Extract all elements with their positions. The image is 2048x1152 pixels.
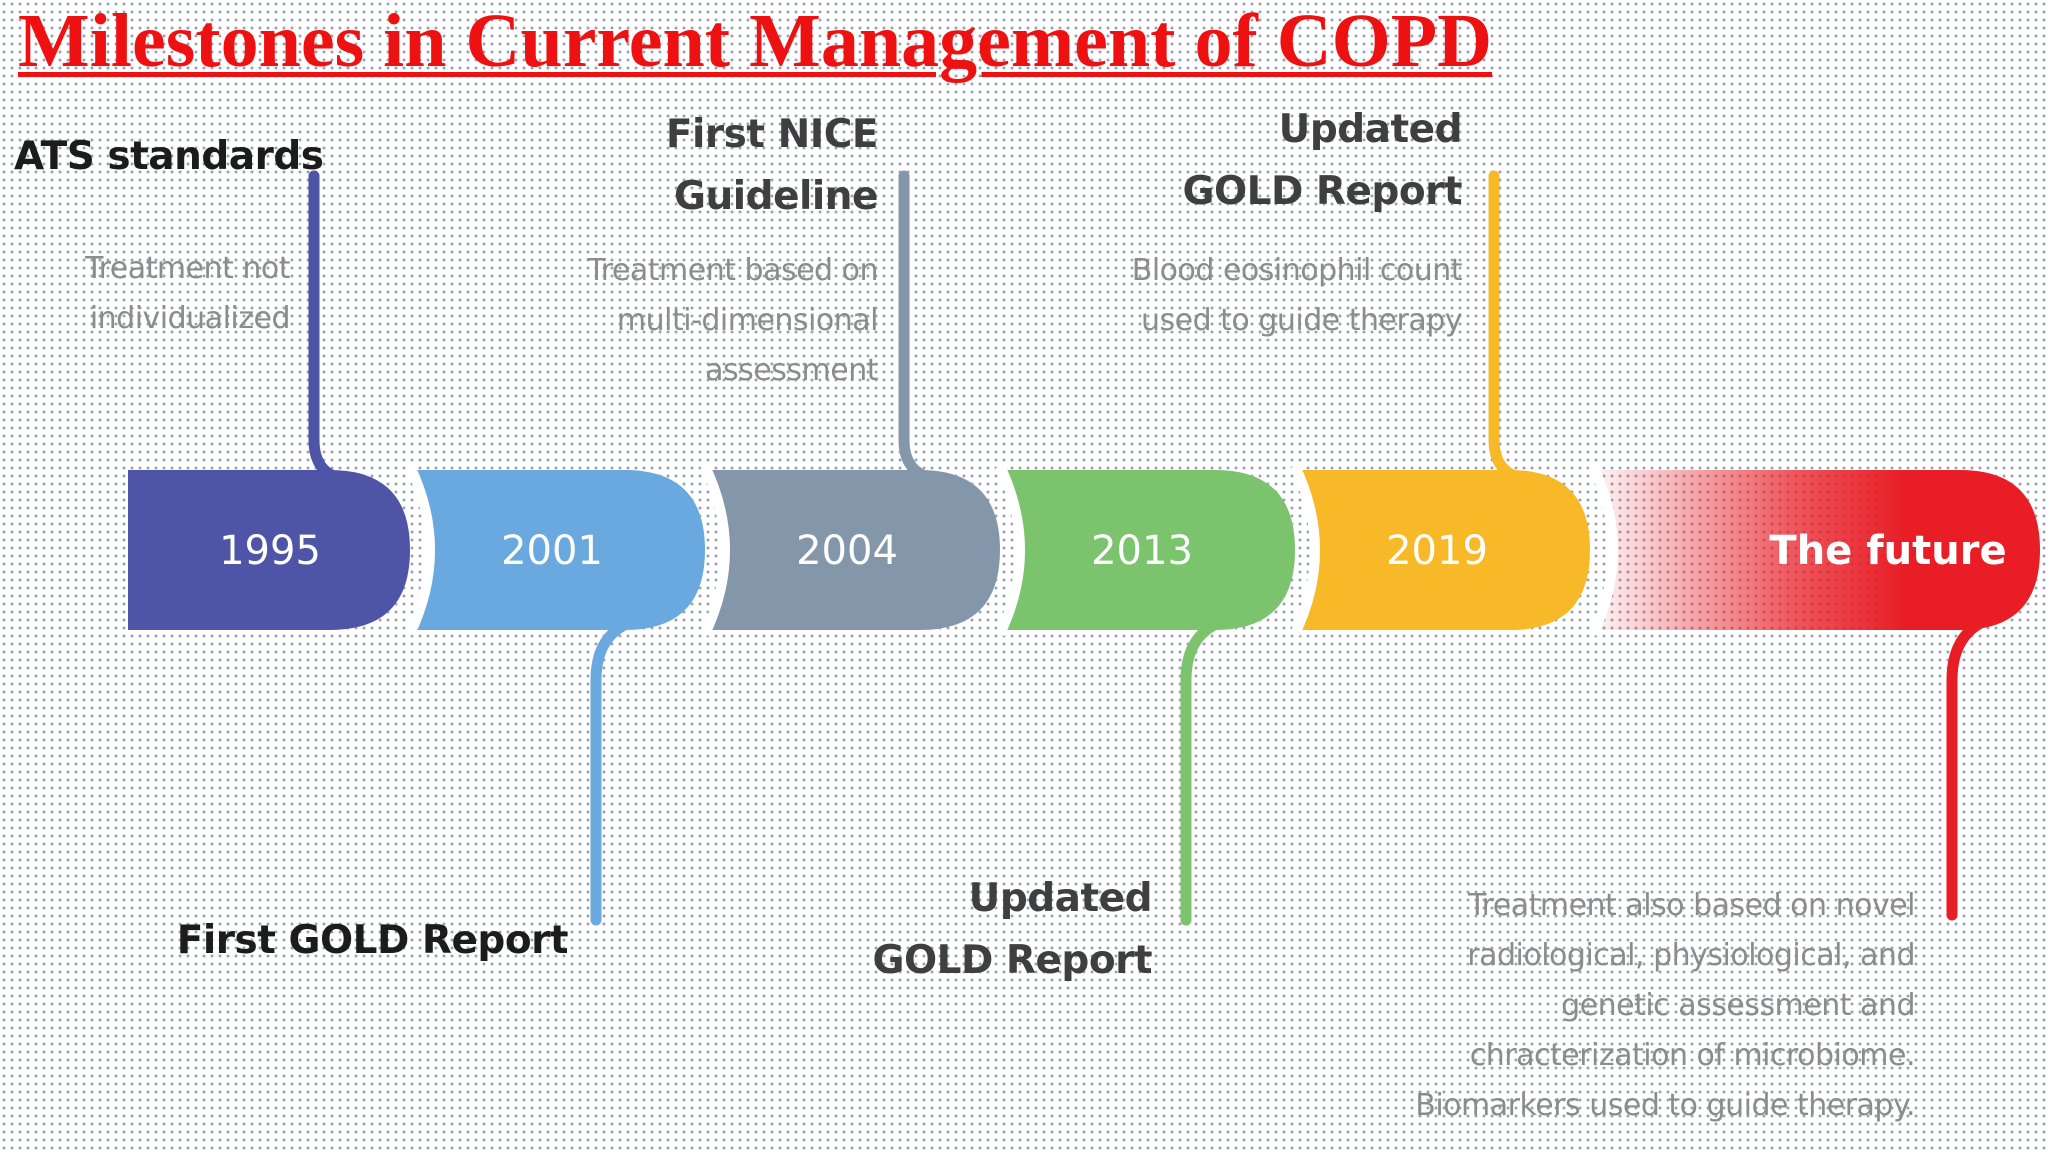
milestone-description-1995: Treatment not individualized xyxy=(85,244,290,344)
milestone-label-2004: First NICE Guideline xyxy=(665,104,879,229)
description-line: genetic assessment and xyxy=(1561,988,1915,1024)
description-line: Treatment based on xyxy=(587,253,878,288)
description-line: chracterization of microbiome. xyxy=(1469,1038,1916,1074)
segment-2001 xyxy=(410,470,705,630)
segment-2013 xyxy=(1000,470,1295,630)
description-line: individualized xyxy=(89,301,291,337)
milestone-label-2001: First GOLD Report xyxy=(176,910,569,972)
milestone-description-future: Treatment also based on novel radiologic… xyxy=(1415,881,1915,1131)
milestone-description-2019: Blood eosinophil count used to guide the… xyxy=(1131,246,1463,346)
milestone-label-line: Guideline xyxy=(674,174,878,220)
milestone-label-line: ATS standards xyxy=(14,134,324,179)
year-1995: 1995 xyxy=(219,528,321,574)
milestone-label-line: Updated xyxy=(968,876,1153,921)
connector-future xyxy=(1946,610,2004,921)
description-line: Treatment not xyxy=(85,251,290,286)
year-2001: 2001 xyxy=(501,528,603,574)
year-future: The future xyxy=(1769,528,2006,574)
milestone-label-2019: Updated GOLD Report xyxy=(1182,99,1462,224)
milestone-label-2013: Updated GOLD Report xyxy=(872,868,1152,993)
connector-2001 xyxy=(590,612,650,926)
milestone-label-line: GOLD Report xyxy=(1182,169,1462,215)
milestone-label-1995: ATS standards xyxy=(14,126,324,188)
description-line: assessment xyxy=(705,353,878,389)
year-2004: 2004 xyxy=(796,528,898,574)
milestone-label-line: GOLD Report xyxy=(872,938,1152,984)
milestone-label-line: First NICE xyxy=(665,112,879,157)
connector-2019 xyxy=(1488,170,1540,486)
segment-future xyxy=(1595,470,2040,630)
year-2013: 2013 xyxy=(1091,528,1193,574)
year-2019: 2019 xyxy=(1386,528,1488,574)
description-line: Blood eosinophil count xyxy=(1131,253,1463,288)
description-line: radiological, physiological, and xyxy=(1467,938,1915,974)
description-line: Biomarkers used to guide therapy. xyxy=(1415,1088,1915,1124)
connector-2013 xyxy=(1180,612,1240,926)
connector-2004 xyxy=(898,170,950,486)
milestone-label-line: Updated xyxy=(1278,107,1463,152)
connector-1995 xyxy=(308,170,358,486)
description-line: multi-dimensional xyxy=(616,303,879,339)
segment-2019 xyxy=(1295,470,1590,630)
slide-title: Milestones in Current Management of COPD xyxy=(18,0,1493,83)
description-line: used to guide therapy xyxy=(1140,303,1463,339)
segment-1995 xyxy=(128,470,410,630)
description-line: Treatment also based on novel xyxy=(1468,888,1915,923)
milestone-description-2004: Treatment based on multi-dimensional ass… xyxy=(587,246,878,396)
segment-2004 xyxy=(705,470,1000,630)
milestone-label-line: First GOLD Report xyxy=(176,918,569,963)
